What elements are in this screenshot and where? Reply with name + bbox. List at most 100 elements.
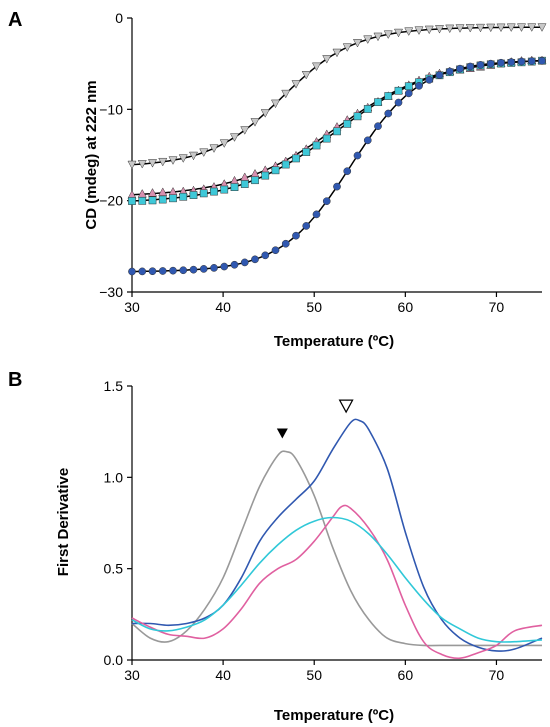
data-point xyxy=(466,62,475,71)
data-point xyxy=(189,265,198,274)
data-point xyxy=(291,80,301,89)
data-point xyxy=(281,239,290,248)
data-point xyxy=(394,98,403,107)
panel-label-a: A xyxy=(8,9,22,31)
data-point xyxy=(199,148,209,158)
derivative-line xyxy=(131,516,543,643)
data-point xyxy=(424,25,434,35)
data-point xyxy=(456,64,464,73)
data-point xyxy=(414,26,424,35)
data-point xyxy=(342,43,352,52)
chart-panel-b: B Temperature (ºC) First Derivative 30 40… xyxy=(8,369,543,724)
filled-triangle-marker xyxy=(276,428,288,439)
data-point xyxy=(128,197,136,205)
data-point xyxy=(404,82,413,91)
x-tick-label-b: 70 xyxy=(489,667,505,683)
data-point xyxy=(404,27,414,36)
data-point xyxy=(230,260,239,269)
data-point xyxy=(322,197,331,206)
data-point xyxy=(178,154,188,163)
data-point xyxy=(527,23,537,32)
data-point xyxy=(199,189,208,198)
y-tick-label-a: 0 xyxy=(115,10,123,26)
data-point xyxy=(394,86,403,95)
data-point xyxy=(363,105,372,113)
data-point xyxy=(497,58,505,67)
y-tick-label-a: −30 xyxy=(99,284,123,300)
data-point xyxy=(343,120,352,128)
y-tick-label-b: 1.5 xyxy=(104,378,124,394)
data-point xyxy=(158,267,167,275)
data-point xyxy=(333,127,341,136)
derivative-line xyxy=(131,418,543,652)
data-point xyxy=(311,62,322,72)
data-point xyxy=(158,187,168,196)
data-point xyxy=(169,266,177,275)
data-point xyxy=(179,192,188,201)
data-point xyxy=(251,255,259,264)
fit-curve xyxy=(132,60,542,273)
data-point xyxy=(147,188,158,197)
data-point xyxy=(219,139,229,148)
data-point xyxy=(292,231,300,240)
data-point xyxy=(240,126,250,135)
data-point xyxy=(363,136,372,145)
data-point xyxy=(332,48,342,58)
data-point xyxy=(435,71,444,79)
data-point xyxy=(506,23,516,33)
data-point xyxy=(322,134,331,143)
data-point xyxy=(434,25,445,34)
data-point xyxy=(538,57,546,65)
data-point xyxy=(158,157,168,167)
y-axis-title-b: First Derivative xyxy=(55,468,72,576)
data-point xyxy=(384,109,393,118)
data-point xyxy=(465,24,475,33)
derivative-line xyxy=(131,504,543,660)
data-point xyxy=(209,144,219,153)
x-tick-label-a: 60 xyxy=(398,299,414,315)
data-point xyxy=(455,24,465,33)
data-point xyxy=(312,210,321,219)
data-point xyxy=(220,185,229,194)
x-tick-label-a: 30 xyxy=(124,299,140,315)
x-tick-label-b: 50 xyxy=(306,667,322,683)
data-point xyxy=(271,166,280,175)
data-point xyxy=(128,267,136,276)
data-point xyxy=(138,267,147,276)
data-point xyxy=(302,148,311,156)
data-point xyxy=(476,61,485,69)
open-triangle-marker xyxy=(338,399,354,414)
data-point xyxy=(322,55,332,64)
data-point xyxy=(261,171,270,180)
data-point xyxy=(281,89,291,99)
data-point xyxy=(292,154,300,163)
data-point xyxy=(445,67,454,76)
data-point xyxy=(333,182,341,191)
data-point xyxy=(137,160,147,169)
data-point xyxy=(445,24,455,34)
x-tick-label-b: 30 xyxy=(124,667,140,683)
data-point xyxy=(393,28,404,38)
data-point xyxy=(475,23,486,33)
data-point xyxy=(169,194,177,203)
data-point xyxy=(240,258,249,267)
data-point xyxy=(384,92,393,100)
data-point xyxy=(373,32,383,42)
y-tick-label-b: 0.0 xyxy=(104,652,124,668)
data-point xyxy=(240,180,249,188)
data-point xyxy=(199,265,208,273)
data-point xyxy=(158,195,167,204)
y-axis-title-a: CD (mdeg) at 222 nm xyxy=(83,80,100,229)
data-point xyxy=(147,159,158,168)
data-point xyxy=(271,246,280,255)
data-point xyxy=(415,82,423,90)
data-point xyxy=(353,112,362,121)
data-point xyxy=(486,23,496,33)
x-tick-label-b: 40 xyxy=(215,667,231,683)
data-point xyxy=(138,196,147,205)
data-point xyxy=(270,99,281,109)
y-tick-label-a: −20 xyxy=(99,193,123,209)
panel-label-b: B xyxy=(8,369,22,391)
data-point xyxy=(210,187,218,196)
